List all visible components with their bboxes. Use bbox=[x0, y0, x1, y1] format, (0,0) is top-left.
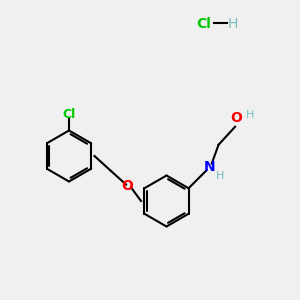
Text: Cl: Cl bbox=[196, 17, 211, 31]
Text: Cl: Cl bbox=[62, 107, 76, 121]
Text: O: O bbox=[122, 179, 134, 193]
Text: H: H bbox=[246, 110, 254, 120]
Text: O: O bbox=[231, 111, 242, 125]
Text: N: N bbox=[204, 160, 215, 174]
Text: H: H bbox=[227, 17, 238, 31]
Text: H: H bbox=[216, 171, 224, 181]
